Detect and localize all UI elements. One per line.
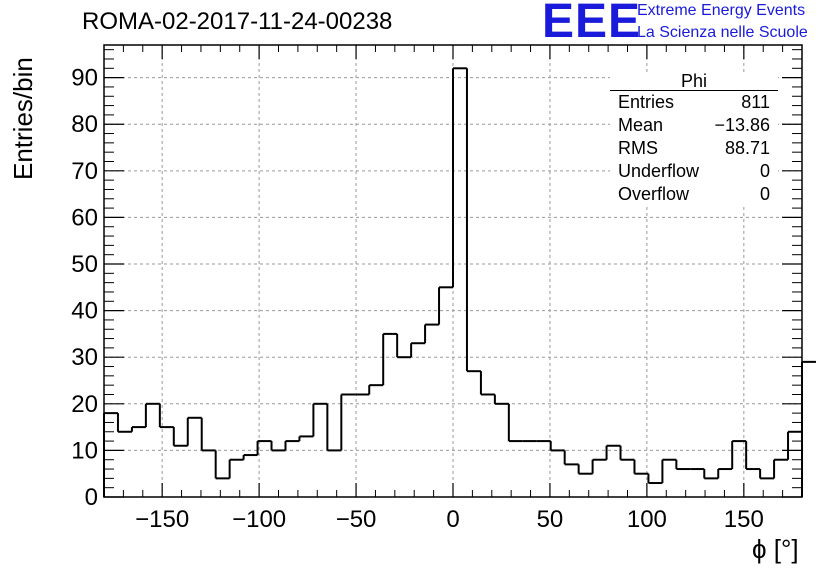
stats-box: Phi Entries 811 Mean −13.86 RMS 88.71 Un… <box>610 72 778 206</box>
stats-value: 0 <box>759 184 770 204</box>
x-tick-label: 150 <box>724 506 764 533</box>
stats-value: 811 <box>741 92 770 112</box>
x-tick-label: 50 <box>537 506 564 533</box>
stats-label: RMS <box>618 138 658 158</box>
stats-value: −13.86 <box>714 115 770 135</box>
y-tick-label: 70 <box>71 158 98 185</box>
stats-label: Entries <box>618 92 675 112</box>
y-axis-label: Entries/bin <box>8 57 38 180</box>
chart-title: ROMA-02-2017-11-24-00238 <box>82 8 393 35</box>
y-tick-label: 30 <box>71 344 98 371</box>
y-tick-label: 0 <box>85 484 98 511</box>
stats-row-overflow: Overflow 0 <box>610 183 778 206</box>
stats-label: Overflow <box>618 184 690 204</box>
stats-row-underflow: Underflow 0 <box>610 160 778 183</box>
stats-label: Mean <box>618 115 664 135</box>
y-tick-label: 50 <box>71 251 98 278</box>
x-tick-label: 0 <box>446 506 459 533</box>
y-tick-label: 90 <box>71 65 98 92</box>
stats-row-entries: Entries 811 <box>610 91 778 114</box>
tick-layer: −150 −100 −50 0 50 100 150 0 10 20 30 40 50 60 70 80 90 <box>71 45 803 533</box>
y-tick-label: 20 <box>71 391 98 418</box>
stats-box-title: Phi <box>610 72 778 91</box>
x-tick-label: −100 <box>232 506 286 533</box>
stats-value: 88.71 <box>724 138 770 158</box>
logo-line-1: Extreme Energy Events <box>637 2 806 19</box>
eee-logo: EEE <box>542 0 642 48</box>
stats-value: 0 <box>759 161 770 181</box>
y-tick-label: 10 <box>71 437 98 464</box>
stats-row-rms: RMS 88.71 <box>610 137 778 160</box>
x-tick-label: 100 <box>627 506 667 533</box>
stats-row-mean: Mean −13.86 <box>610 114 778 137</box>
x-axis-label: ϕ [°] <box>752 534 799 564</box>
x-tick-label: −150 <box>135 506 189 533</box>
y-tick-label: 40 <box>71 298 98 325</box>
y-tick-label: 80 <box>71 111 98 138</box>
x-tick-label: −50 <box>336 506 377 533</box>
stats-label: Underflow <box>618 161 700 181</box>
logo-line-2: La Scienza nelle Scuole <box>637 24 808 41</box>
y-tick-label: 60 <box>71 204 98 231</box>
